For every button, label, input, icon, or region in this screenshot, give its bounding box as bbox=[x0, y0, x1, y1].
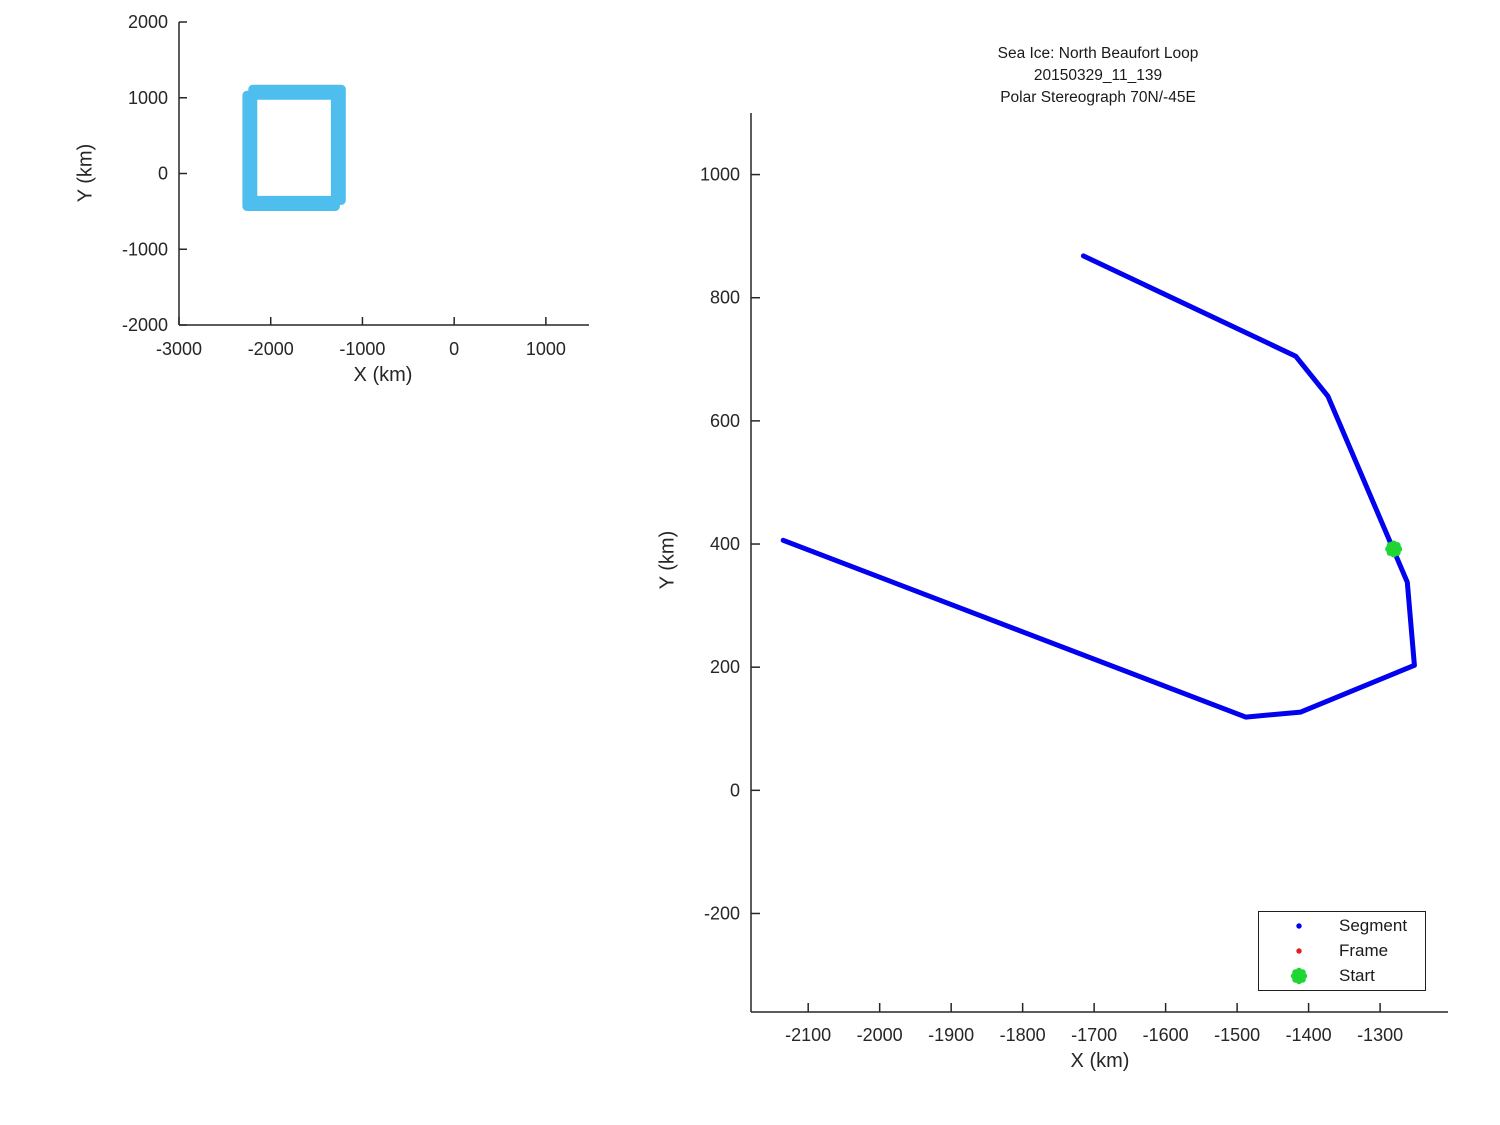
footprint-box-offset-pass bbox=[242, 90, 340, 211]
trajectory-x-tick-label: -1500 bbox=[1214, 1025, 1260, 1045]
overview-map-x-tick-label: 1000 bbox=[526, 339, 566, 359]
legend-row-start: Start bbox=[1259, 964, 1425, 988]
overview-map-y-tick-label: -1000 bbox=[122, 239, 168, 259]
segment-track bbox=[780, 253, 1417, 720]
trajectory-y-tick-label: 800 bbox=[710, 288, 740, 308]
trajectory-y-tick-label: 400 bbox=[710, 534, 740, 554]
overview-map-x-tick-label: -3000 bbox=[156, 339, 202, 359]
chart-title: Sea Ice: North Beaufort Loop 20150329_11… bbox=[998, 43, 1199, 109]
overview-map-y-tick-label: 1000 bbox=[128, 88, 168, 108]
trajectory-x-tick-label: -1400 bbox=[1286, 1025, 1332, 1045]
overview-x-axis-label: X (km) bbox=[353, 364, 413, 386]
legend-label-segment: Segment bbox=[1339, 916, 1408, 936]
trajectory-y-tick-label: 600 bbox=[710, 411, 740, 431]
start-marker bbox=[1385, 540, 1403, 558]
trajectory-y-tick-label: -200 bbox=[704, 903, 740, 923]
trajectory-x-tick-label: -2000 bbox=[857, 1025, 903, 1045]
trajectory-x-tick-label: -1300 bbox=[1357, 1025, 1403, 1045]
legend-row-frame: Frame bbox=[1259, 939, 1425, 963]
frame-dot-icon bbox=[1259, 942, 1339, 960]
legend-label-frame: Frame bbox=[1339, 940, 1389, 960]
overview-map-y-tick-label: 2000 bbox=[128, 12, 168, 32]
trajectory-y-tick-label: 0 bbox=[730, 780, 740, 800]
trajectory-x-tick-label: -1700 bbox=[1071, 1025, 1117, 1045]
legend-row-segment: Segment bbox=[1259, 914, 1425, 938]
overview-y-axis-label: Y (km) bbox=[74, 143, 97, 203]
start-burst-icon bbox=[1259, 966, 1339, 986]
trajectory-y-axis-label: Y (km) bbox=[656, 530, 679, 590]
trajectory-y-tick-label: 200 bbox=[710, 657, 740, 677]
overview-map-x-tick-label: -2000 bbox=[248, 339, 294, 359]
overview-map-x-tick-label: -1000 bbox=[339, 339, 385, 359]
trajectory-x-axis-label: X (km) bbox=[1070, 1050, 1130, 1072]
overview-map-y-tick-label: 0 bbox=[158, 164, 168, 184]
trajectory-x-tick-label: -2100 bbox=[785, 1025, 831, 1045]
footprint-box bbox=[248, 84, 346, 205]
trajectory-x-tick-label: -1900 bbox=[928, 1025, 974, 1045]
trajectory-x-tick-label: -1800 bbox=[1000, 1025, 1046, 1045]
chart-title-line-1: Sea Ice: North Beaufort Loop bbox=[997, 45, 1199, 62]
trajectory-x-tick-label: -1600 bbox=[1143, 1025, 1189, 1045]
chart-title-line-3: Polar Stereograph 70N/-45E bbox=[1000, 89, 1196, 106]
chart-title-line-2: 20150329_11_139 bbox=[1033, 67, 1163, 84]
legend-label-start: Start bbox=[1339, 965, 1375, 985]
legend: Segment Frame bbox=[1258, 911, 1426, 991]
segment-dot-icon bbox=[1259, 917, 1339, 935]
trajectory-y-tick-label: 1000 bbox=[700, 165, 740, 185]
overview-map-x-tick-label: 0 bbox=[449, 339, 459, 359]
overview-map-y-tick-label: -2000 bbox=[122, 315, 168, 335]
